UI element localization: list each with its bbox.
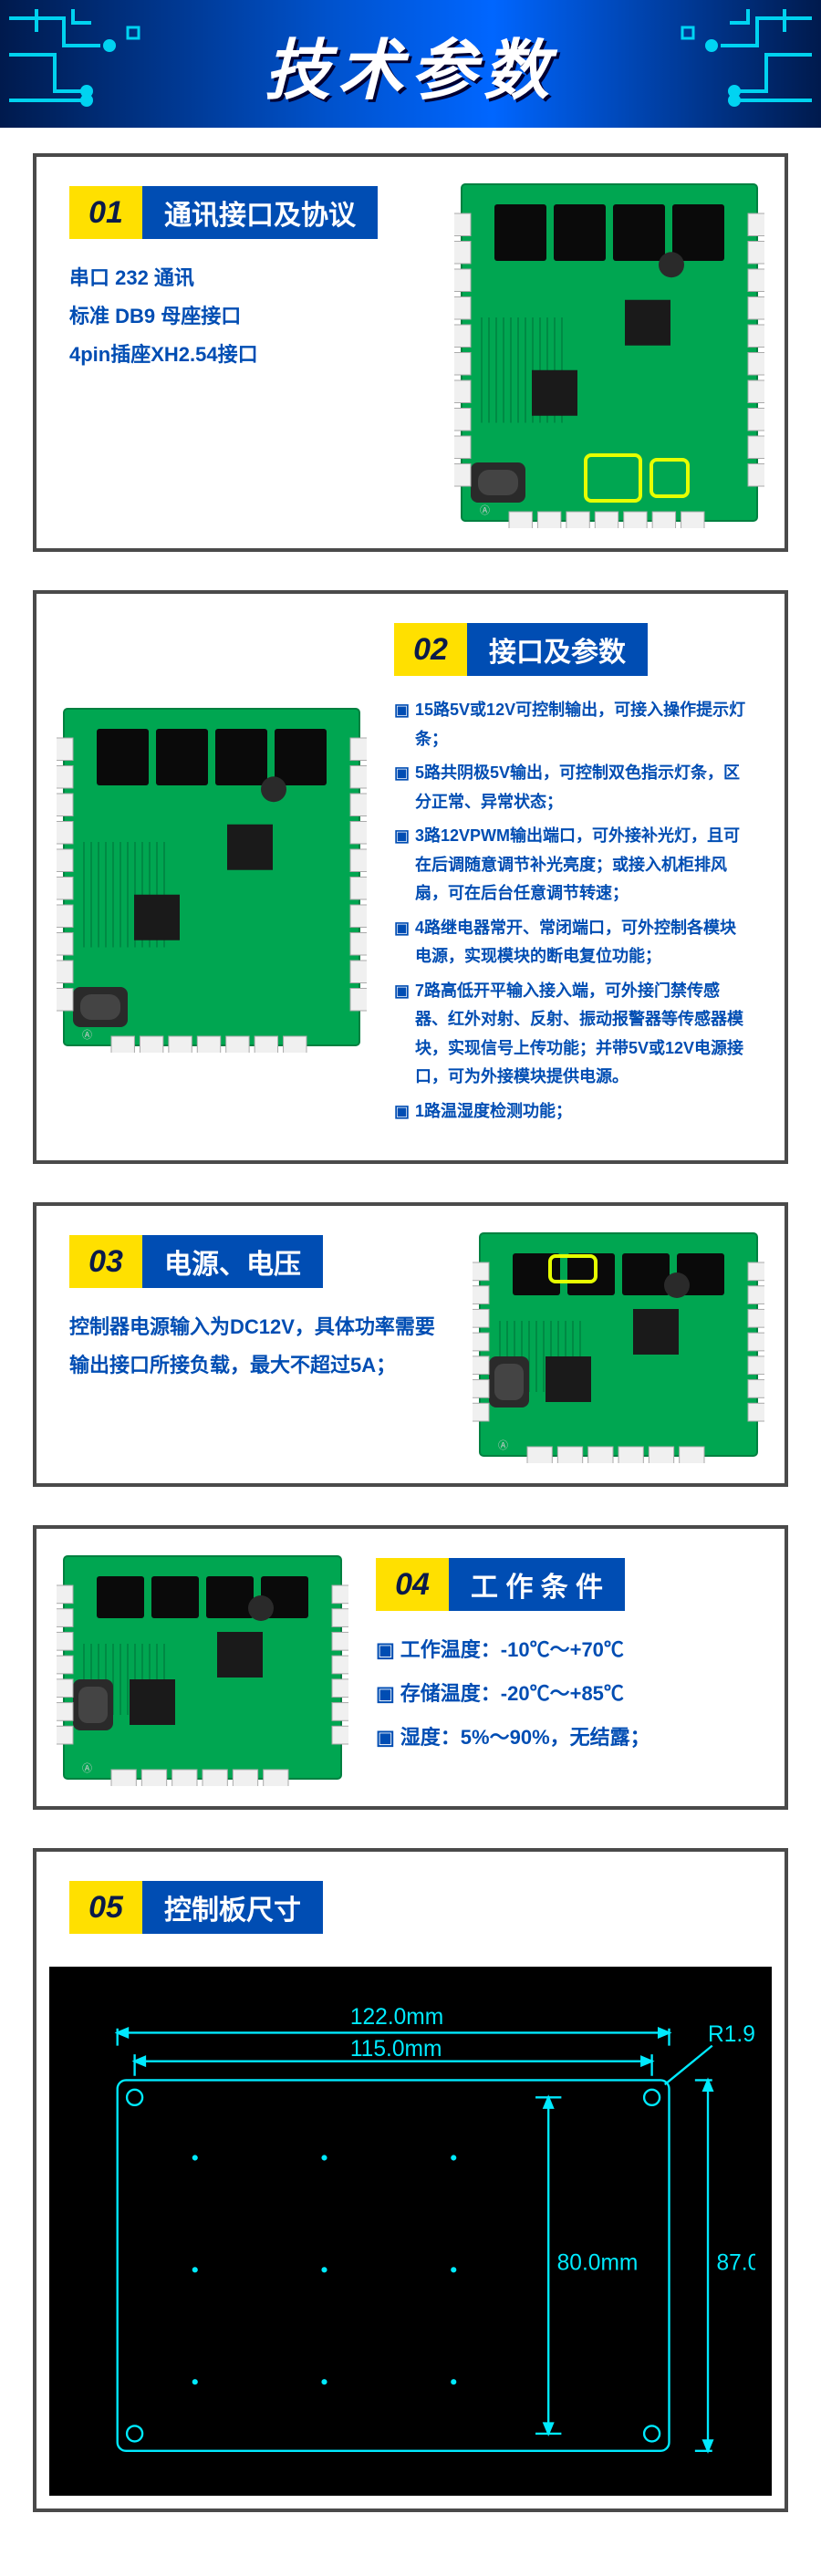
- dim-80: 80.0mm: [557, 2250, 639, 2275]
- section-03: 03 电源、电压 控制器电源输入为DC12V，具体功率需要输出接口所接负载，最大…: [33, 1202, 788, 1487]
- pcb-image-03: Ⓐ: [465, 1219, 772, 1470]
- s2-item: 5路共阴极5V输出，可控制双色指示灯条，区分正常、异常状态；: [415, 759, 752, 816]
- section-02-header: 02 接口及参数: [394, 623, 752, 676]
- svg-text:Ⓐ: Ⓐ: [82, 1029, 92, 1041]
- pcb-image-01: Ⓐ: [447, 170, 772, 535]
- section-01-header: 01 通讯接口及协议: [69, 186, 427, 239]
- s2-item: 4路继电器常开、常闭端口，可外控制各模块电源，实现模块的断电复位功能；: [415, 914, 752, 971]
- s2-item: 7路高低开平输入接入端，可外接门禁传感器、红外对射、反射、振动报警器等传感器模块…: [415, 977, 752, 1092]
- section-05-header: 05 控制板尺寸: [69, 1881, 752, 1934]
- s2-item: 1路温湿度检测功能；: [415, 1097, 572, 1127]
- s1-line: 标准 DB9 母座接口: [69, 297, 427, 336]
- section-03-num: 03: [69, 1235, 142, 1288]
- section-02-num: 02: [394, 623, 467, 676]
- section-01: 01 通讯接口及协议 串口 232 通讯 标准 DB9 母座接口 4pin插座X…: [33, 153, 788, 552]
- section-01-num: 01: [69, 186, 142, 239]
- section-02-title: 接口及参数: [467, 623, 648, 676]
- s2-item: 3路12VPWM输出端口，可外接补光灯，且可在后调随意调节补光亮度；或接入机柜排…: [415, 822, 752, 909]
- section-01-title: 通讯接口及协议: [142, 186, 378, 239]
- dim-122: 122.0mm: [350, 2005, 443, 2030]
- dim-87: 87.0mm: [716, 2250, 755, 2275]
- section-05: 05 控制板尺寸: [33, 1848, 788, 2512]
- s4-item: 湿度：5%～90%，无结露；: [400, 1719, 650, 1757]
- section-03-header: 03 电源、电压: [69, 1235, 445, 1288]
- dim-r19: R1.9: [708, 2022, 755, 2047]
- banner: 技术参数: [0, 0, 821, 128]
- svg-text:Ⓐ: Ⓐ: [480, 504, 490, 516]
- section-03-title: 电源、电压: [142, 1235, 323, 1288]
- section-04: Ⓐ 04 工 作 条 件 ▣工作温度：-10℃～+70℃ ▣存储温度：-20℃～…: [33, 1525, 788, 1810]
- banner-title: 技术参数: [265, 16, 556, 112]
- section-05-num: 05: [69, 1881, 142, 1934]
- section-02: Ⓐ 02 接口及参数 ▣15路5V或12V可控制输出，可接入操作提示灯条； ▣5…: [33, 590, 788, 1164]
- pcb-outline-svg: 122.0mm 115.0mm 87.0mm 80.0mm R1.9: [66, 1983, 755, 2479]
- s1-line: 串口 232 通讯: [69, 259, 427, 297]
- section-01-body: 串口 232 通讯 标准 DB9 母座接口 4pin插座XH2.54接口: [69, 259, 427, 373]
- section-04-num: 04: [376, 1558, 449, 1611]
- s2-item: 15路5V或12V可控制输出，可接入操作提示灯条；: [415, 696, 752, 753]
- cad-drawing: 122.0mm 115.0mm 87.0mm 80.0mm R1.9: [49, 1967, 772, 2496]
- s1-line: 4pin插座XH2.54接口: [69, 336, 427, 374]
- section-04-header: 04 工 作 条 件: [376, 1558, 752, 1611]
- svg-text:Ⓐ: Ⓐ: [82, 1762, 92, 1774]
- s4-item: 工作温度：-10℃～+70℃: [400, 1631, 624, 1669]
- section-03-body: 控制器电源输入为DC12V，具体功率需要输出接口所接负载，最大不超过5A；: [69, 1308, 445, 1385]
- s4-item: 存储温度：-20℃～+85℃: [400, 1675, 624, 1713]
- section-04-title: 工 作 条 件: [449, 1558, 625, 1611]
- section-02-body: ▣15路5V或12V可控制输出，可接入操作提示灯条； ▣5路共阴极5V输出，可控…: [394, 696, 752, 1126]
- section-05-title: 控制板尺寸: [142, 1881, 323, 1934]
- section-04-body: ▣工作温度：-10℃～+70℃ ▣存储温度：-20℃～+85℃ ▣湿度：5%～9…: [376, 1631, 752, 1756]
- pcb-image-02: Ⓐ: [49, 607, 374, 1148]
- svg-text:Ⓐ: Ⓐ: [498, 1439, 508, 1451]
- pcb-image-04: Ⓐ: [49, 1542, 356, 1793]
- dim-115: 115.0mm: [350, 2037, 442, 2062]
